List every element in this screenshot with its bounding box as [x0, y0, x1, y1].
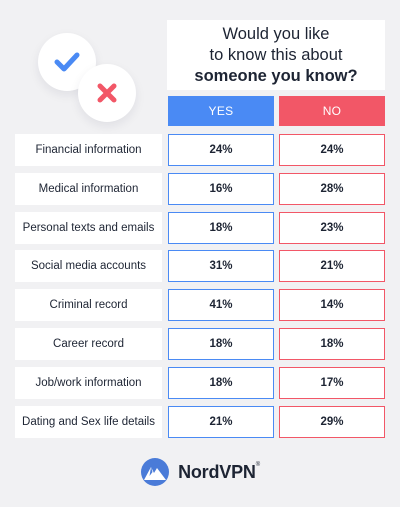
table-row: Personal texts and emails 18% 23% [15, 211, 385, 244]
row-label: Criminal record [15, 289, 162, 322]
yes-column-header: YES [168, 96, 274, 126]
yes-value-cell: 41% [168, 289, 274, 322]
no-value-cell: 21% [279, 250, 385, 283]
cross-icon [97, 83, 117, 103]
table-row: Medical information 16% 28% [15, 172, 385, 205]
yes-value-cell: 24% [168, 134, 274, 166]
no-value-cell: 17% [279, 366, 385, 399]
yes-value-cell: 31% [168, 250, 274, 283]
nordvpn-mountain-icon [141, 458, 170, 486]
table-row: Career record 18% 18% [15, 328, 385, 360]
check-icon [54, 52, 80, 72]
yes-value-cell: 18% [168, 366, 274, 399]
row-label: Career record [15, 328, 162, 360]
yes-value-cell: 16% [168, 172, 274, 205]
row-label: Job/work information [15, 366, 162, 399]
brand-name: NordVPN® [178, 462, 260, 483]
yes-value-cell: 21% [168, 405, 274, 438]
check-circle [38, 33, 96, 91]
table-row: Dating and Sex life details 21% 29% [15, 405, 385, 438]
no-value-cell: 29% [279, 405, 385, 438]
row-label: Personal texts and emails [15, 211, 162, 244]
no-value-cell: 23% [279, 211, 385, 244]
row-label: Financial information [15, 134, 162, 166]
title-line-2: to know this about [209, 45, 343, 64]
no-value-cell: 24% [279, 134, 385, 166]
table-row: Financial information 24% 24% [15, 134, 385, 166]
cross-circle [78, 64, 136, 122]
yes-value-cell: 18% [168, 211, 274, 244]
no-column-header: NO [279, 96, 385, 126]
no-value-cell: 28% [279, 172, 385, 205]
brand-footer: NordVPN® [0, 456, 400, 488]
row-label: Dating and Sex life details [15, 405, 162, 438]
title-line-1: Would you like [222, 24, 330, 43]
title-line-3: someone you know? [194, 66, 358, 85]
yes-value-cell: 18% [168, 328, 274, 360]
brand-name-text: NordVPN [178, 461, 256, 482]
table-row: Criminal record 41% 14% [15, 289, 385, 322]
table-row: Social media accounts 31% 21% [15, 250, 385, 283]
brand-trademark: ® [255, 461, 260, 468]
row-label: Medical information [15, 172, 162, 205]
no-value-cell: 18% [279, 328, 385, 360]
table-row: Job/work information 18% 17% [15, 366, 385, 399]
no-value-cell: 14% [279, 289, 385, 322]
row-label: Social media accounts [15, 250, 162, 283]
chart-title: Would you like to know this about someon… [167, 20, 385, 90]
